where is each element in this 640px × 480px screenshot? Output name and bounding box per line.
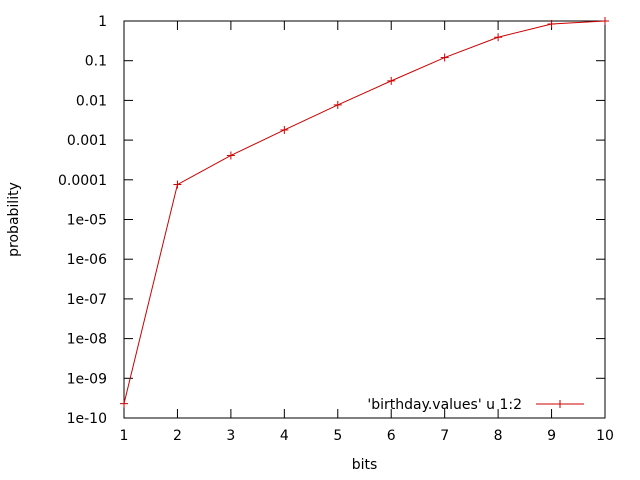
legend-label: 'birthday.values' u 1:2: [367, 397, 522, 413]
series-layer: [120, 17, 609, 408]
data-point: [387, 76, 396, 85]
x-tick-label: 9: [547, 428, 556, 444]
ticks-layer: 1 2 3 4 5 6 7 8 9 10 1e-10 1e-09 1e-08 1e-07 1e-06 1e-0…: [58, 14, 614, 444]
x-tick-label: 3: [226, 428, 235, 444]
y-tick-label: 0.0001: [58, 173, 107, 189]
y-tick-label: 1e-06: [67, 252, 107, 268]
y-axis-title: probability: [6, 182, 22, 257]
x-tick-label: 4: [280, 428, 289, 444]
y-tick-label: 1e-05: [67, 213, 107, 229]
data-point: [120, 399, 128, 408]
y-tick-label: 1e-07: [67, 292, 107, 308]
legend: 'birthday.values' u 1:2: [367, 397, 584, 413]
y-tick-label: 0.01: [76, 93, 107, 109]
plot-frame: [123, 20, 606, 419]
data-point: [280, 125, 289, 134]
data-point: [494, 33, 503, 42]
x-axis-title: bits: [352, 457, 378, 473]
y-tick-label: 1e-09: [67, 371, 107, 387]
x-tick-label: 7: [440, 428, 449, 444]
x-tick-label: 1: [120, 428, 129, 444]
y-tick-label: 1: [98, 14, 107, 30]
x-tick-label: 10: [596, 428, 614, 444]
x-tick-label: 6: [387, 428, 396, 444]
y-tick-label: 1e-10: [67, 411, 107, 427]
data-point: [226, 151, 235, 160]
data-point: [601, 17, 609, 25]
data-point: [173, 180, 182, 189]
data-point: [333, 100, 342, 109]
y-tick-label: 0.1: [85, 54, 107, 70]
data-point: [547, 20, 556, 29]
x-tick-label: 5: [333, 428, 342, 444]
y-tick-label: 0.001: [67, 133, 107, 149]
x-tick-label: 8: [494, 428, 503, 444]
y-tick-label: 1e-08: [67, 332, 107, 348]
x-tick-label: 2: [173, 428, 182, 444]
data-point: [440, 53, 449, 62]
legend-swatch-marker: [556, 400, 564, 408]
series-line: [123, 20, 606, 404]
